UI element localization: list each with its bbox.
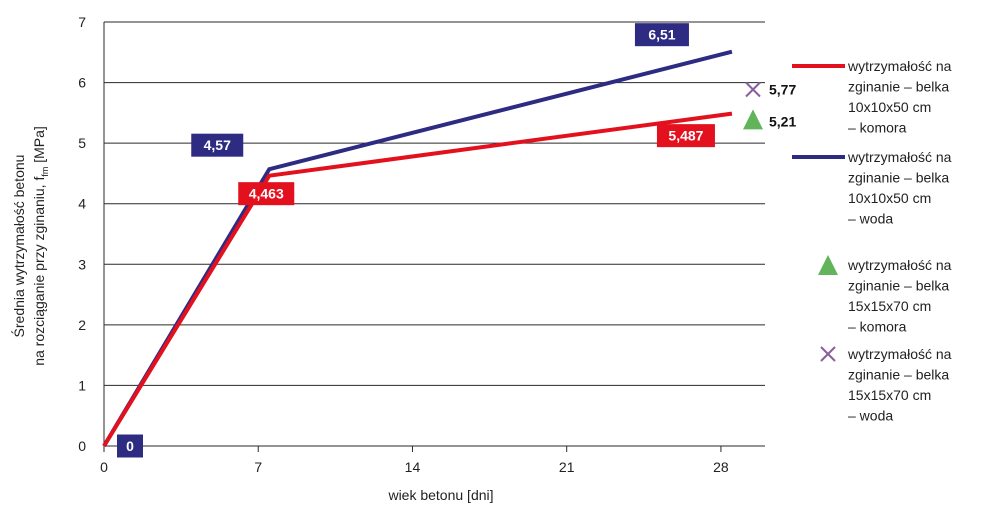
y-axis-title-line-2-prefix: na rozciąganie przy zginaniu, f: [31, 177, 47, 366]
y-tick-label: 2: [78, 317, 86, 333]
legend-cross-icon: [820, 346, 836, 362]
legend-text-line: wytrzymałość na: [847, 346, 952, 362]
data-label: 4,463: [249, 186, 284, 202]
x-tick-label: 0: [100, 459, 108, 475]
x-tick-label: 28: [713, 459, 729, 475]
x-axis-title: wiek betonu [dni]: [387, 487, 493, 503]
legend-text-line: – woda: [848, 408, 893, 424]
legend-text-line: zginanie – belka: [848, 367, 949, 383]
y-axis-title-line-2-subscript: fm: [40, 167, 50, 177]
legend-text-line: – komora: [848, 319, 907, 335]
legend-text-line: 10x10x50 cm: [848, 99, 931, 115]
label-layer: 4,463 5,487 0 4,57 6,51 5,21 5,77: [117, 23, 796, 458]
y-tick-label: 0: [78, 438, 86, 454]
legend-text-line: 10x10x50 cm: [848, 190, 931, 206]
data-label: 4,57: [204, 137, 231, 153]
data-point-cross: [745, 81, 761, 98]
y-tick-label: 6: [78, 75, 86, 91]
data-label: 5,487: [668, 128, 703, 144]
legend-text-line: zginanie – belka: [848, 170, 949, 186]
series-line: [102, 111, 733, 448]
data-label-box: [656, 124, 715, 148]
legend-triangle-icon: [818, 255, 838, 275]
legend-text-line: zginanie – belka: [848, 79, 949, 95]
data-label-box: [634, 23, 689, 47]
y-tick-label: 4: [78, 196, 86, 212]
x-tick-label: 21: [559, 459, 575, 475]
y-axis-title-line-2: na rozciąganie przy zginaniu, ffm [MPa]: [31, 126, 50, 366]
y-tick-label: 3: [78, 256, 86, 272]
data-point-cross-stroke: [745, 81, 761, 98]
y-tick-label: 1: [78, 377, 86, 393]
legend-text-line: wytrzymałość na: [847, 149, 952, 165]
legend-text-line: 15x15x70 cm: [848, 298, 931, 314]
legend-layer: wytrzymałość na zginanie – belka 10x10x50 …: [792, 58, 952, 424]
data-label: 5,21: [769, 113, 796, 129]
data-point-triangle: [743, 109, 763, 130]
y-axis-title-line-2-suffix: [MPa]: [31, 126, 47, 166]
data-label-box: [191, 133, 244, 157]
axis-layer: 0 1 2 3 4 5 6 7 0 7 14 21 28: [78, 14, 765, 475]
legend-text-line: wytrzymałość na: [847, 58, 952, 74]
y-tick-label: 7: [78, 14, 86, 30]
x-tick-label: 14: [405, 459, 421, 475]
series-layer: [102, 49, 763, 448]
legend-text-line: 15x15x70 cm: [848, 387, 931, 403]
data-label: 0: [126, 438, 134, 454]
data-label: 6,51: [648, 27, 675, 43]
legend-cross-icon-stroke: [820, 346, 836, 362]
series-line: [102, 49, 733, 448]
y-tick-label: 5: [78, 135, 86, 151]
grid-layer: [104, 21, 765, 386]
legend-text-line: – komora: [848, 120, 907, 136]
x-tick-label: 7: [254, 459, 262, 475]
data-label-box: [117, 434, 143, 458]
data-label: 5,77: [769, 82, 796, 98]
y-axis-title-line-1: Średnia wytrzymałość betonu: [10, 155, 27, 338]
legend-text-line: – woda: [848, 211, 893, 227]
legend-text-line: wytrzymałość na: [847, 257, 952, 273]
data-label-box: [238, 182, 295, 206]
legend-text-line: zginanie – belka: [848, 278, 949, 294]
